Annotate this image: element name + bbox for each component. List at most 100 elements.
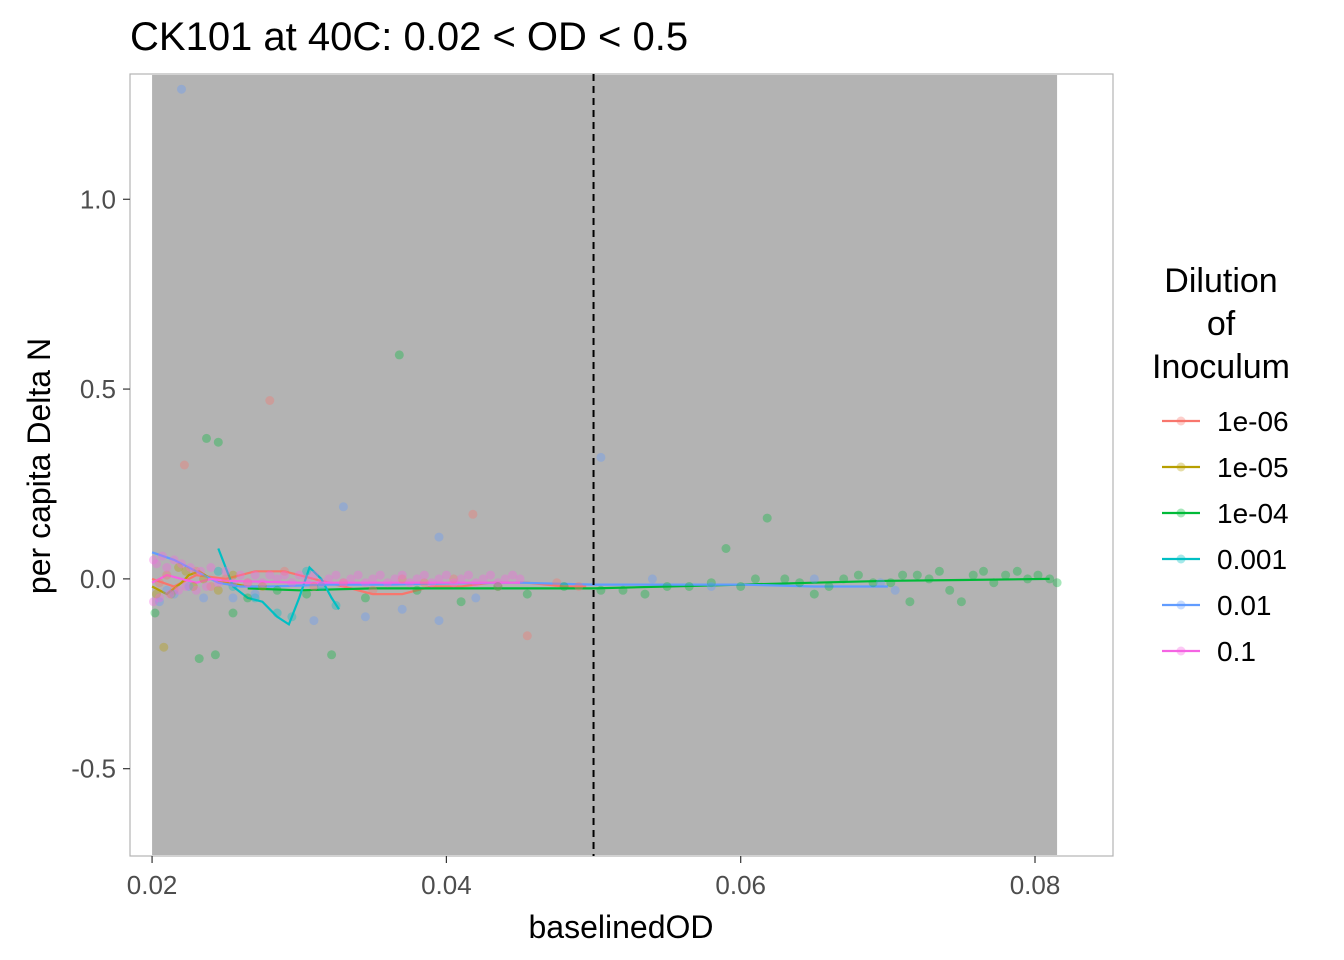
data-point-1-2 bbox=[166, 589, 176, 599]
data-point-0-9 bbox=[280, 566, 289, 576]
plot-panel-border bbox=[129, 73, 1114, 857]
data-point-0-12 bbox=[368, 585, 378, 595]
data-point-5-30 bbox=[316, 578, 326, 588]
data-point-5-14 bbox=[202, 582, 211, 591]
y-tick-label-1: 0.0 bbox=[80, 564, 116, 594]
data-point-0-6 bbox=[221, 574, 231, 584]
smooth-line-2 bbox=[247, 577, 1050, 592]
data-point-0-13 bbox=[397, 574, 407, 584]
data-point-2-32 bbox=[853, 570, 863, 580]
data-point-2-39 bbox=[934, 566, 944, 576]
data-point-5-10 bbox=[181, 582, 191, 591]
data-point-2-40 bbox=[945, 585, 955, 595]
data-point-2-48 bbox=[1033, 570, 1043, 580]
data-point-2-33 bbox=[868, 578, 878, 588]
data-point-2-16 bbox=[559, 582, 569, 591]
data-point-3-6 bbox=[316, 582, 326, 591]
data-point-2-5 bbox=[228, 608, 238, 618]
data-point-2-29 bbox=[809, 589, 819, 599]
data-point-2-0 bbox=[150, 608, 160, 618]
data-point-3-2 bbox=[250, 593, 260, 603]
data-point-5-1 bbox=[149, 597, 158, 607]
chart-title: CK101 at 40C: 0.02 < OD < 0.5 bbox=[130, 15, 688, 59]
y-tick-label-2: 0.5 bbox=[80, 374, 116, 404]
legend-label-0: 1e-06 bbox=[1217, 406, 1289, 437]
data-point-2-26 bbox=[762, 513, 772, 523]
data-point-2-42 bbox=[968, 570, 978, 580]
data-point-5-54 bbox=[493, 578, 503, 588]
data-point-4-9 bbox=[338, 502, 348, 512]
data-point-4-1 bbox=[162, 585, 172, 595]
data-point-5-20 bbox=[243, 578, 253, 588]
data-point-2-23 bbox=[721, 544, 731, 553]
data-point-2-38 bbox=[924, 574, 934, 584]
data-point-2-15 bbox=[522, 589, 532, 599]
data-point-2-50 bbox=[1052, 578, 1062, 588]
data-point-5-53 bbox=[486, 570, 495, 580]
data-point-5-48 bbox=[449, 578, 459, 588]
data-point-4-16 bbox=[647, 574, 657, 584]
data-point-2-6 bbox=[243, 593, 253, 603]
data-point-5-13 bbox=[196, 566, 206, 576]
data-point-5-8 bbox=[174, 585, 184, 595]
legend: Dilution of Inoculum 1e-06 1e-05 1e-04 0.001 0.… bbox=[1152, 262, 1290, 667]
x-tick-label-0: 0.02 bbox=[127, 870, 178, 900]
data-point-2-10 bbox=[360, 593, 370, 603]
data-point-5-31 bbox=[324, 574, 334, 584]
data-point-5-36 bbox=[360, 578, 370, 588]
data-point-1-3 bbox=[174, 563, 184, 572]
data-point-2-41 bbox=[956, 597, 966, 607]
legend-key-point-4 bbox=[1176, 600, 1186, 610]
data-point-2-44 bbox=[989, 578, 999, 588]
y-tick-label-3: 1.0 bbox=[80, 184, 116, 214]
data-point-5-7 bbox=[169, 555, 179, 565]
data-point-5-42 bbox=[405, 578, 415, 588]
data-point-1-8 bbox=[228, 570, 238, 580]
data-point-5-3 bbox=[154, 593, 164, 603]
data-point-5-12 bbox=[191, 585, 201, 595]
data-point-4-3 bbox=[177, 84, 186, 94]
data-point-5-46 bbox=[434, 574, 444, 584]
data-point-0-2 bbox=[169, 585, 179, 595]
data-point-5-15 bbox=[206, 563, 216, 572]
data-point-4-8 bbox=[309, 616, 319, 626]
data-point-4-15 bbox=[596, 452, 606, 462]
smooth-line-4 bbox=[151, 551, 888, 588]
data-point-5-44 bbox=[419, 570, 429, 580]
data-point-2-30 bbox=[824, 582, 834, 591]
data-point-5-39 bbox=[383, 578, 392, 588]
data-point-5-33 bbox=[338, 578, 348, 588]
y-axis: -0.5 0.0 0.5 1.0 bbox=[71, 184, 130, 784]
x-tick-label-2: 0.06 bbox=[715, 870, 766, 900]
data-point-2-34 bbox=[886, 578, 896, 588]
data-point-5-47 bbox=[441, 570, 451, 580]
data-point-2-47 bbox=[1023, 574, 1033, 584]
data-point-4-17 bbox=[706, 582, 716, 591]
legend-label-2: 1e-04 bbox=[1217, 498, 1289, 529]
legend-key-point-2 bbox=[1176, 508, 1186, 518]
data-point-5-43 bbox=[412, 574, 422, 584]
data-point-0-20 bbox=[574, 582, 584, 591]
data-point-5-57 bbox=[515, 574, 525, 584]
data-point-5-49 bbox=[456, 574, 466, 584]
data-point-1-5 bbox=[188, 582, 198, 591]
data-point-5-52 bbox=[478, 574, 488, 584]
smooth-lines-layer bbox=[151, 548, 1050, 627]
data-point-5-11 bbox=[185, 563, 195, 572]
data-point-2-3 bbox=[210, 650, 220, 660]
shaded-region bbox=[152, 75, 1058, 855]
data-point-5-38 bbox=[375, 570, 385, 580]
legend-label-3: 0.001 bbox=[1217, 544, 1287, 575]
data-point-4-5 bbox=[199, 593, 209, 603]
data-point-0-0 bbox=[154, 578, 164, 588]
data-point-3-4 bbox=[287, 612, 297, 622]
data-point-5-5 bbox=[162, 563, 172, 572]
data-point-2-18 bbox=[618, 585, 628, 595]
data-point-2-14 bbox=[493, 582, 503, 591]
data-point-5-4 bbox=[157, 551, 167, 561]
y-tick-label-0: -0.5 bbox=[71, 754, 116, 784]
shaded-region-layer bbox=[152, 75, 1058, 855]
data-point-4-14 bbox=[471, 593, 481, 603]
data-point-4-13 bbox=[434, 616, 444, 626]
data-point-5-19 bbox=[235, 570, 245, 580]
